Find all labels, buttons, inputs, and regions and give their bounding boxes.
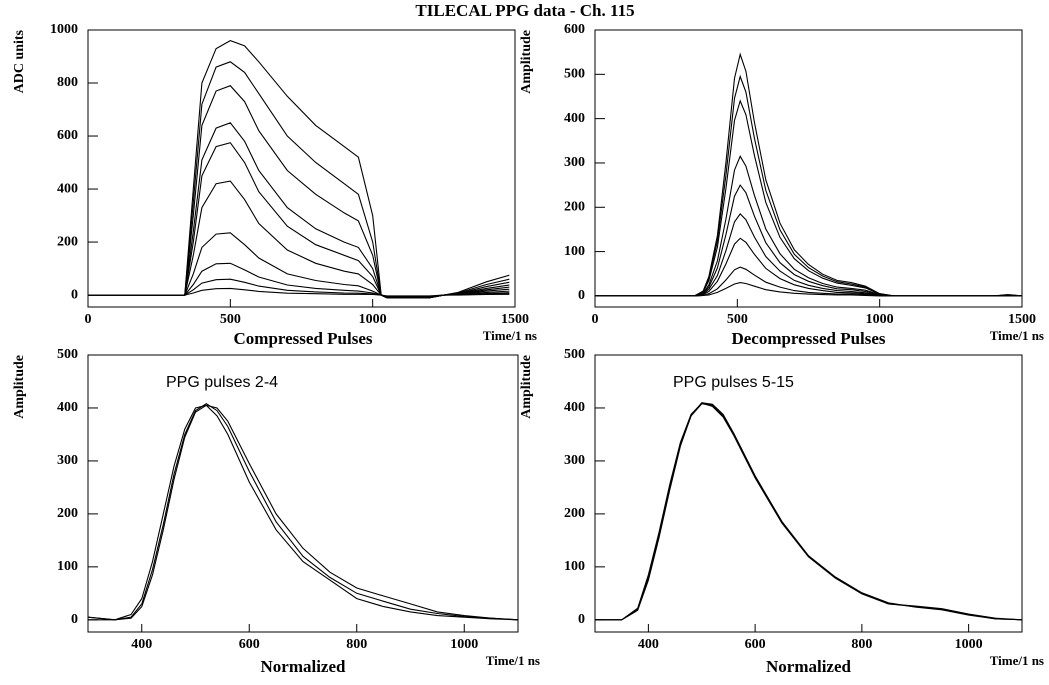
pulse-line [595,403,1023,621]
pulse-line [88,404,519,621]
y-tick-label: 400 [57,181,78,196]
pulse-line [87,404,519,621]
y-tick-label: 200 [57,506,78,521]
y-tick-label: 500 [564,347,585,362]
y-tick-label: 500 [564,67,585,82]
y-axis-label: Amplitude [12,355,27,419]
y-axis-label: Amplitude [519,30,534,94]
x-tick-label: 600 [239,637,260,652]
pulse-line [595,99,1023,297]
y-tick-label: 0 [578,612,585,627]
annotation: PPG pulses 2-4 [166,374,278,391]
y-tick-label: 300 [564,155,585,170]
y-tick-label: 800 [57,75,78,90]
x-tick-label: 0 [592,312,599,327]
pulse-line [595,282,1022,297]
y-tick-label: 0 [578,288,585,303]
x-tick-label: 1000 [359,312,387,327]
x-tick-label: 800 [346,637,367,652]
y-tick-label: 400 [564,400,585,415]
y-tick-label: 300 [564,453,585,468]
x-tick-label: 1000 [955,637,983,652]
plot-frame [87,29,516,308]
y-axis-label: Amplitude [519,355,534,419]
pulse-line [87,403,519,621]
x-tick-label: 400 [638,637,659,652]
y-tick-label: 600 [57,128,78,143]
y-tick-label: 0 [71,612,78,627]
pulse-line [88,180,510,299]
annotation: PPG pulses 5-15 [673,374,794,391]
pulse-line [88,122,510,299]
plot-frame [594,354,1023,633]
x-tick-label: 500 [220,312,241,327]
pulse-line [88,142,510,299]
panel-caption: Normalized [261,657,347,676]
pulse-line [88,85,510,299]
x-tick-label: 0 [85,312,92,327]
pulse-line [595,213,1023,297]
pulse-line [595,184,1023,297]
x-axis-label: Time/1 ns [990,328,1044,343]
y-tick-label: 600 [564,22,585,37]
y-tick-label: 100 [57,559,78,574]
x-axis-label: Time/1 ns [486,653,540,668]
x-tick-label: 1500 [501,312,529,327]
x-tick-label: 800 [851,637,872,652]
x-tick-label: 1500 [1008,312,1036,327]
panel-title: Compressed Pulses [234,329,373,348]
pulse-line [595,74,1023,297]
pulse-line [595,155,1023,297]
y-tick-label: 300 [57,453,78,468]
panel-caption: Normalized [766,657,852,676]
plot-frame [594,29,1023,308]
plot-frame [87,354,519,633]
pulse-line [88,39,510,299]
x-tick-label: 500 [727,312,748,327]
y-tick-label: 0 [71,287,78,302]
pulse-line [595,402,1023,621]
figure-title: TILECAL PPG data - Ch. 115 [415,1,634,20]
y-tick-label: 100 [564,244,585,259]
x-tick-label: 1000 [450,637,478,652]
y-tick-label: 400 [564,111,585,126]
pulse-line [595,52,1023,297]
pulse-line [88,262,510,298]
x-tick-label: 1000 [866,312,894,327]
y-tick-label: 400 [57,400,78,415]
pulse-line [88,232,510,299]
panel-title: Decompressed Pulses [731,329,885,348]
x-axis-label: Time/1 ns [483,328,537,343]
y-tick-label: 1000 [50,22,78,37]
y-tick-label: 200 [564,199,585,214]
y-axis-label: ADC units [12,29,27,93]
pulse-line [88,287,510,297]
x-axis-label: Time/1 ns [990,653,1044,668]
x-tick-label: 400 [131,637,152,652]
pulse-line [595,402,1023,621]
y-tick-label: 100 [564,559,585,574]
y-tick-label: 200 [57,234,78,249]
y-tick-label: 200 [564,506,585,521]
y-tick-label: 500 [57,347,78,362]
x-tick-label: 600 [745,637,766,652]
